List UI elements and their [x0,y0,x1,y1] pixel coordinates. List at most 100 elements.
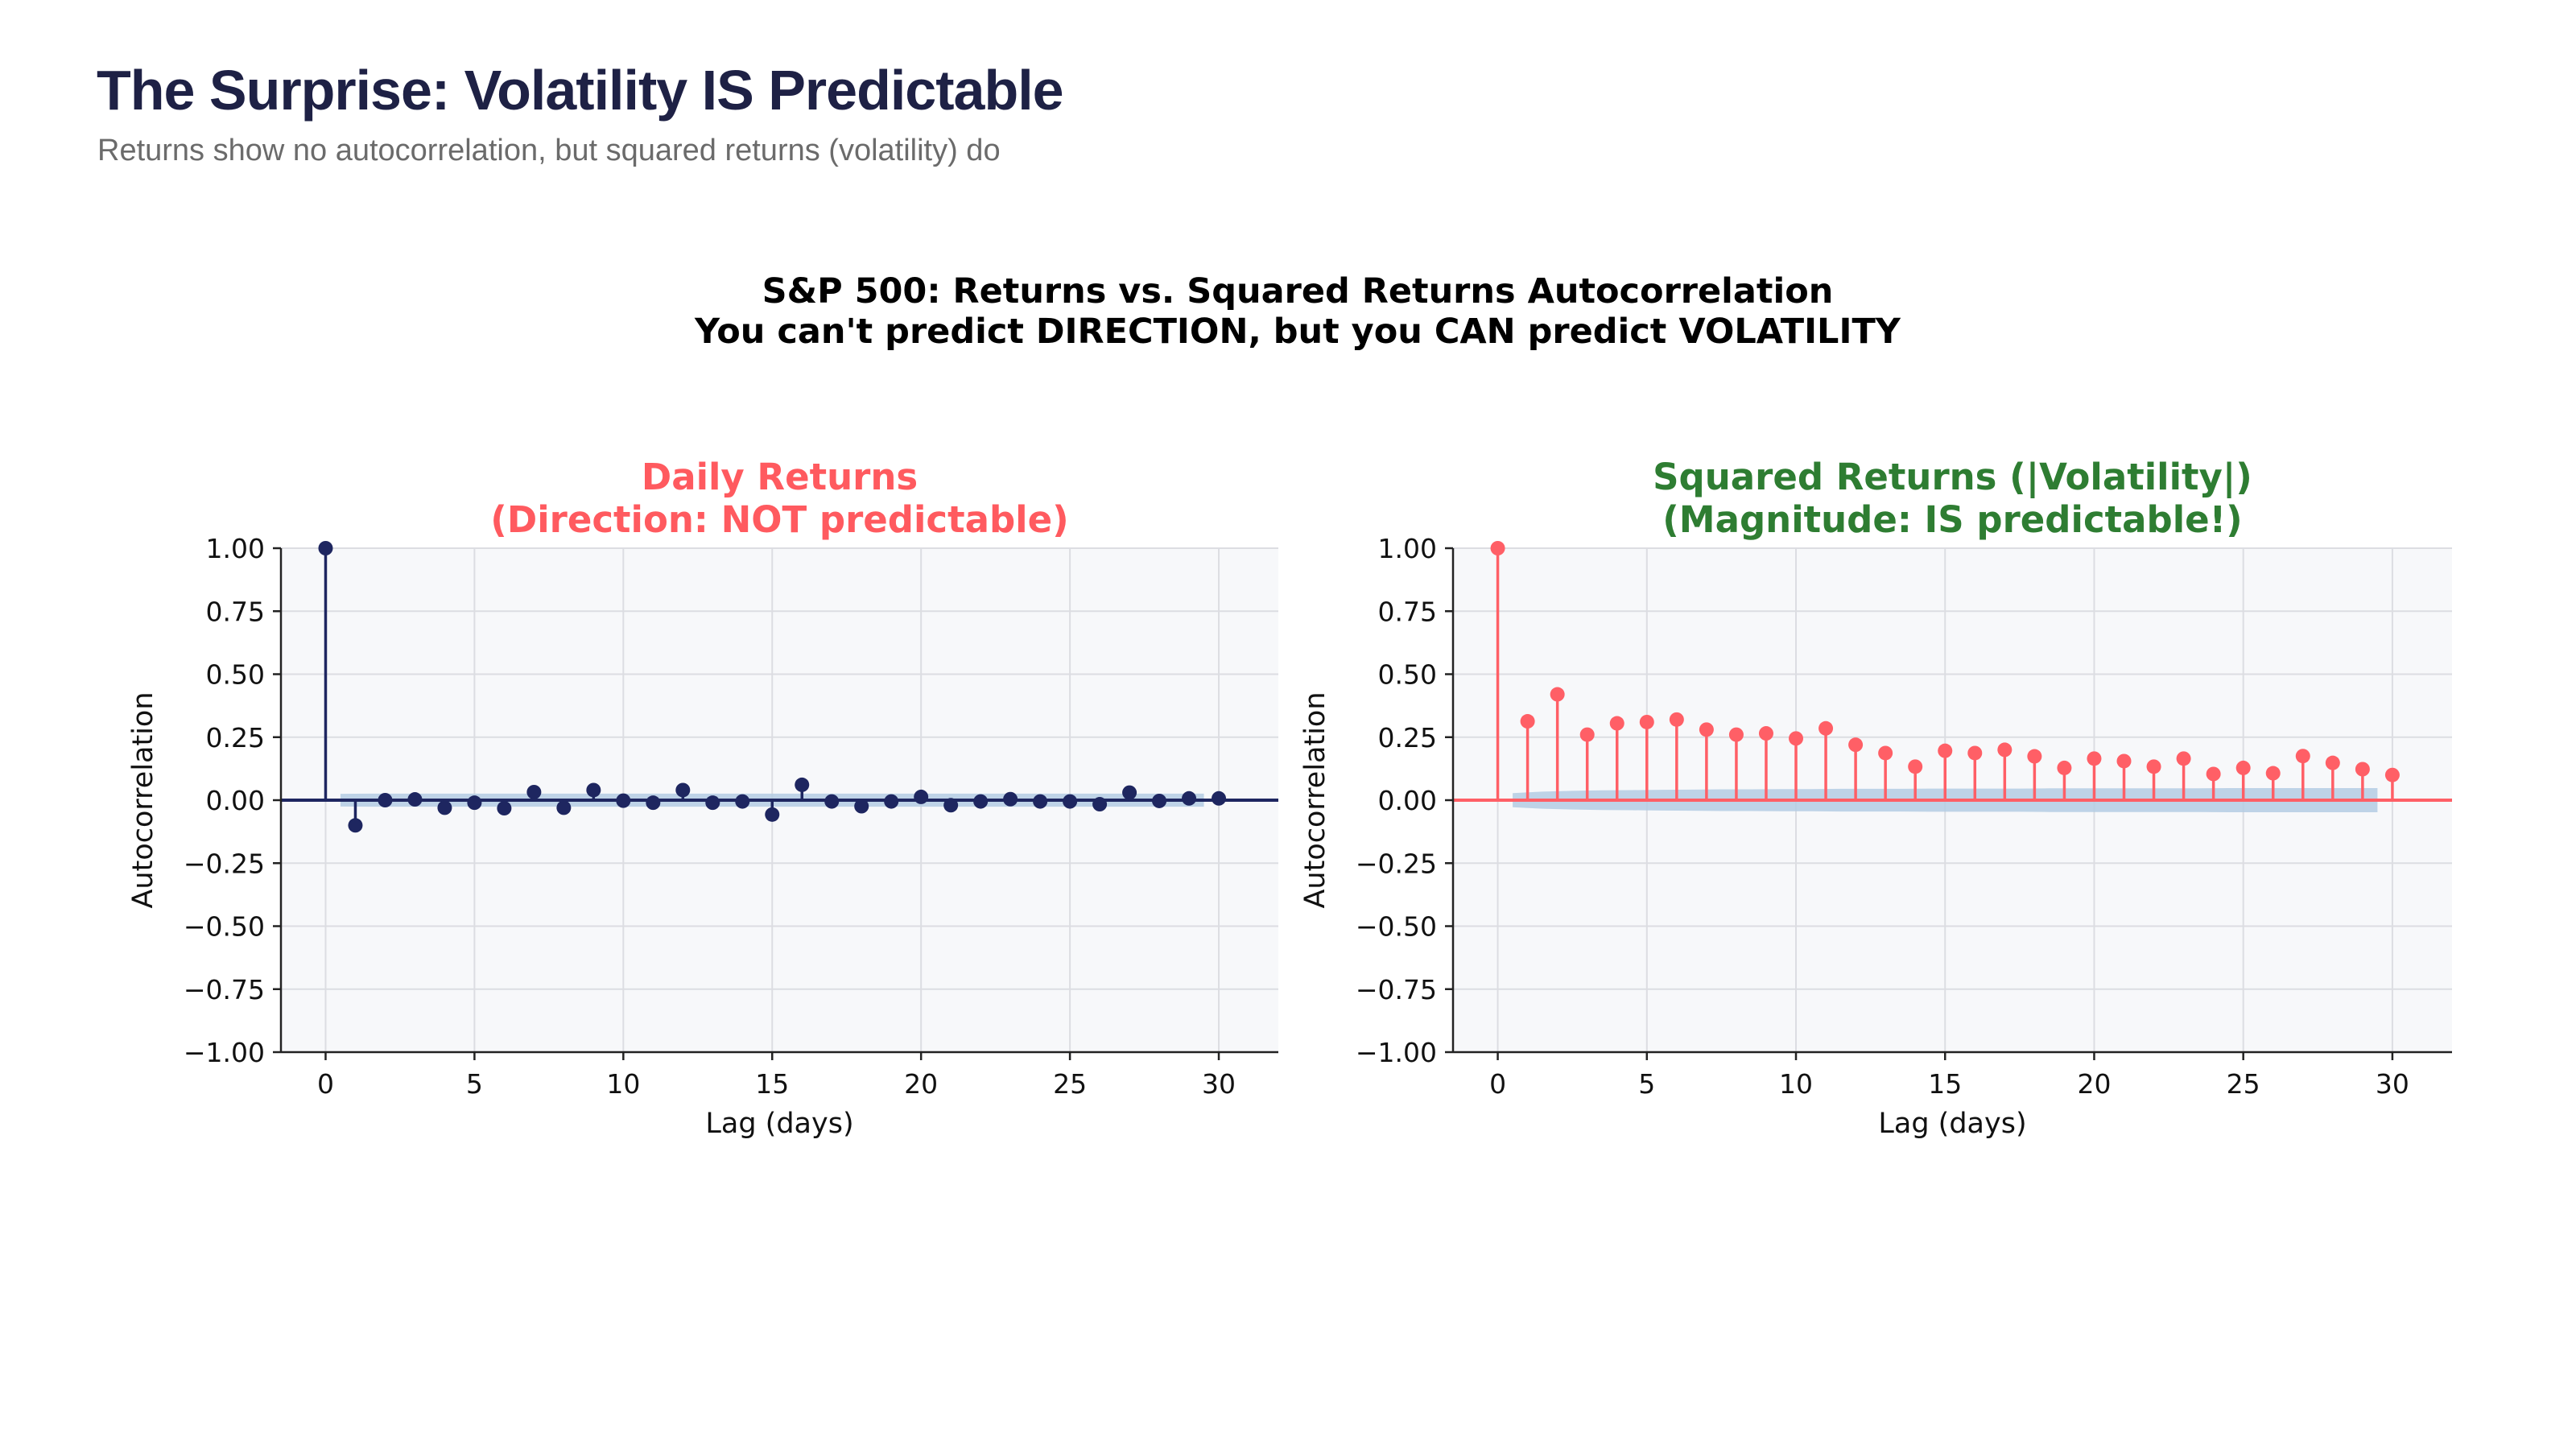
stem-marker [1938,743,1953,758]
stem-marker [497,801,512,816]
stem-marker [1550,687,1565,702]
stem-marker [378,793,393,807]
y-axis-label: Autocorrelation [127,691,159,908]
x-tick-label: 20 [904,1068,938,1100]
stem-marker [854,799,869,814]
x-tick-label: 5 [466,1068,483,1100]
chart-title-line2: (Magnitude: IS predictable!) [1662,498,2243,541]
stem-marker [675,782,691,798]
stem-marker [1152,793,1167,808]
stem-marker [1490,541,1505,555]
stem-marker [973,794,989,809]
y-tick-label: 0.00 [1378,785,1437,816]
chart-title-line2: (Direction: NOT predictable) [490,498,1068,541]
stem-marker [2295,749,2310,764]
stem-marker [2176,751,2191,766]
stem-marker [348,818,363,833]
stem-marker [1182,791,1197,806]
x-tick-label: 25 [2227,1068,2260,1100]
stem-marker [1092,797,1108,812]
y-tick-label: −0.50 [1356,911,1437,943]
y-tick-label: 0.25 [206,722,265,753]
x-tick-label: 30 [1202,1068,1236,1100]
x-tick-label: 0 [1489,1068,1506,1100]
x-axis-label: Lag (days) [705,1108,853,1140]
stem-marker [526,784,542,799]
stem-marker [586,782,601,798]
x-tick-label: 30 [2376,1068,2409,1100]
y-tick-label: 0.50 [206,659,265,691]
stem-marker [2265,766,2281,781]
figure-suptitle-line1: S&P 500: Returns vs. Squared Returns Aut… [762,271,1834,312]
page-title: The Surprise: Volatility IS Predictable [97,59,1064,122]
y-tick-label: −0.75 [184,974,265,1005]
stem-marker [616,793,631,808]
stem-marker [735,794,750,809]
y-tick-label: 0.25 [1378,722,1437,753]
x-tick-label: 0 [317,1068,334,1100]
y-tick-label: −1.00 [184,1037,265,1068]
stem-marker [2087,751,2102,766]
stem-marker [2325,755,2340,770]
stem-marker [1639,714,1654,729]
stem-marker [2146,759,2161,774]
stem-marker [2057,760,2072,775]
y-tick-label: 0.00 [206,785,265,816]
stem-marker [1669,712,1684,727]
stem-marker [318,541,333,555]
stem-marker [1789,731,1804,746]
y-tick-label: 0.50 [1378,659,1437,691]
y-tick-label: 1.00 [1378,533,1437,564]
stem-marker [1579,727,1595,742]
x-tick-label: 15 [1928,1068,1962,1100]
stem-marker [1818,720,1834,736]
chart-title-line1: Daily Returns [642,456,918,498]
y-tick-label: −0.50 [184,911,265,943]
stem-marker [1122,785,1137,800]
stem-marker [2116,753,2132,769]
y-tick-label: 0.75 [206,596,265,627]
stem-marker [795,777,810,792]
page-subtitle: Returns show no autocorrelation, but squ… [97,134,1001,167]
x-tick-label: 15 [755,1068,789,1100]
stem-marker [1033,794,1048,809]
x-axis-label: Lag (days) [1878,1108,2026,1140]
stem-marker [556,800,572,815]
y-tick-label: −1.00 [1356,1037,1437,1068]
stem-marker [1997,742,2013,758]
x-tick-label: 5 [1638,1068,1655,1100]
stem-marker [943,798,959,813]
stem-marker [1003,791,1018,807]
x-tick-label: 10 [1779,1068,1813,1100]
stem-marker [1063,794,1078,809]
stem-marker [765,807,780,822]
x-tick-label: 25 [1053,1068,1087,1100]
y-tick-label: 0.75 [1378,596,1437,627]
stem-marker [1520,714,1535,729]
stem-marker [914,789,929,804]
stem-marker [1699,722,1714,737]
stem-marker [2355,762,2370,777]
figure-suptitle-line2: You can't predict DIRECTION, but you CAN… [694,312,1901,352]
stem-marker [824,794,840,809]
stem-marker [1609,716,1624,731]
y-tick-label: −0.25 [184,848,265,879]
x-tick-label: 20 [2077,1068,2111,1100]
stem-marker [467,795,482,811]
y-tick-label: −0.25 [1356,848,1437,879]
stem-marker [1967,745,1983,761]
chart-panel-2: 0 5 10 15 20 25 30 −1.00 −0.75 −0.50 −0.25 0.00 0.25… [1299,456,2452,1140]
stem-marker [2384,767,2400,782]
stem-marker [884,794,899,809]
stem-marker [1758,726,1773,741]
stem-marker [705,795,720,811]
stem-marker [1848,737,1864,753]
chart-title-line1: Squared Returns (|Volatility|) [1653,456,2252,498]
stem-marker [646,795,661,811]
stem-marker [407,792,423,807]
stem-marker [2206,766,2221,782]
stem-marker [1908,759,1923,774]
y-tick-label: −0.75 [1356,974,1437,1005]
stem-marker [1212,791,1227,806]
